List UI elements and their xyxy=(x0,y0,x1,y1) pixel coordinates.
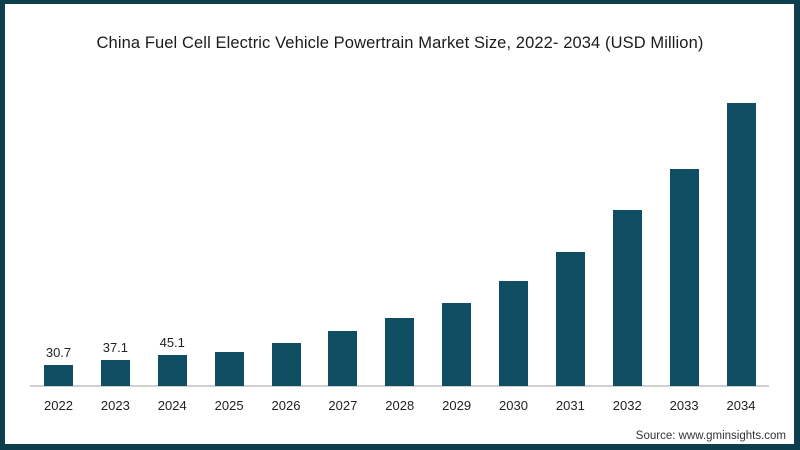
x-tick-label-2024: 2024 xyxy=(157,398,187,413)
bar-2028 xyxy=(385,318,415,386)
x-tick-label-2027: 2027 xyxy=(328,398,358,413)
value-label-2023: 37.1 xyxy=(102,340,129,356)
bar-2023 xyxy=(100,360,130,386)
bar-2025 xyxy=(214,351,244,386)
x-tick-label-2025: 2025 xyxy=(214,398,244,413)
bar-2031 xyxy=(555,251,585,386)
bar-2030 xyxy=(499,281,528,386)
chart-title: China Fuel Cell Electric Vehicle Powertr… xyxy=(96,34,704,52)
x-tick-label-2023: 2023 xyxy=(100,398,130,413)
bar-2022 xyxy=(44,364,73,386)
source-credit: Source: www.gminsights.com xyxy=(635,430,786,442)
x-tick-label-2022: 2022 xyxy=(44,398,73,413)
bar-2034 xyxy=(726,103,756,386)
x-tick-label-2030: 2030 xyxy=(499,398,528,413)
value-label-2022: 30.7 xyxy=(45,344,72,360)
bar-2026 xyxy=(271,343,301,386)
bar-2033 xyxy=(669,168,699,386)
bar-2024 xyxy=(157,354,187,386)
bar-2032 xyxy=(612,210,642,386)
x-tick-label-2026: 2026 xyxy=(271,398,301,413)
x-tick-label-2028: 2028 xyxy=(385,398,415,413)
bar-2027 xyxy=(328,330,358,386)
x-tick-label-2033: 2033 xyxy=(669,398,699,413)
x-tick-label-2034: 2034 xyxy=(726,398,756,413)
x-tick-label-2032: 2032 xyxy=(612,398,642,413)
x-tick-label-2031: 2031 xyxy=(555,398,585,413)
x-tick-label-2029: 2029 xyxy=(442,398,472,413)
value-label-2024: 45.1 xyxy=(159,334,185,350)
bar-2029 xyxy=(442,302,472,386)
